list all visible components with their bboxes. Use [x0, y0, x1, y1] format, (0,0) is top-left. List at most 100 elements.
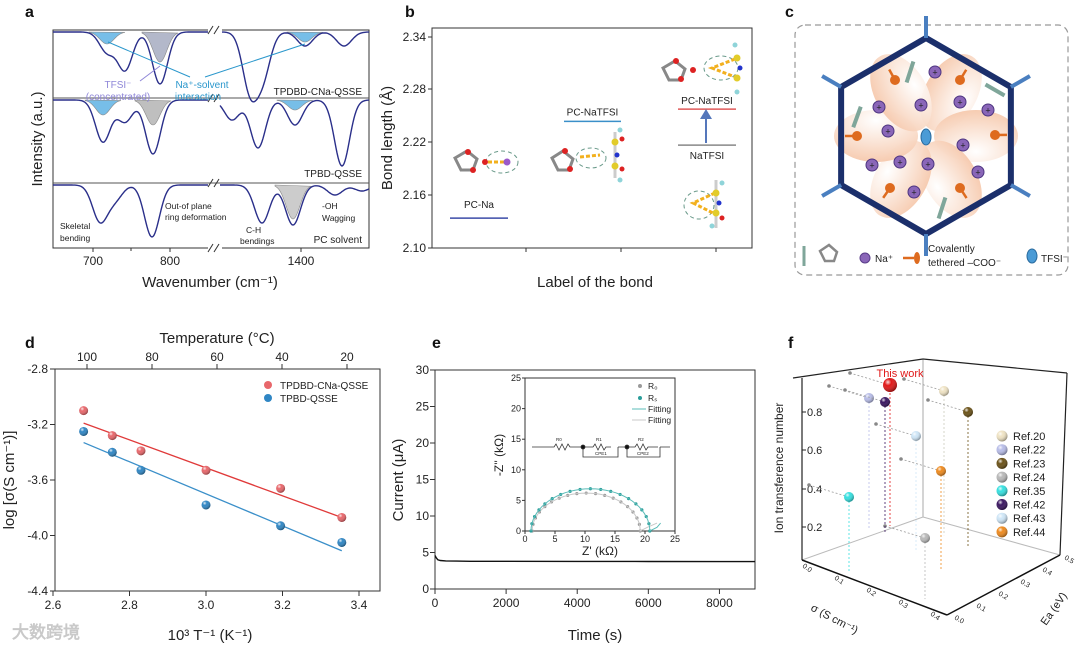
projection-line: [844, 389, 886, 403]
na-ion-icon: [921, 157, 935, 171]
top-tick-label: 80: [145, 350, 159, 364]
data-ball-shade: [936, 466, 946, 476]
legend-tfsi: TFSI⁻: [1041, 254, 1068, 265]
plus-sign: +: [957, 98, 962, 108]
y-tick-label: 0.2: [997, 591, 1009, 602]
framework-linker: [1009, 74, 1031, 89]
x-axis-label: σ (S cm⁻¹): [809, 602, 860, 637]
legend-label: Ref.44: [1013, 527, 1045, 539]
projection-line: [808, 484, 850, 498]
legend-marker-shade: [996, 457, 1008, 469]
plus-sign: +: [869, 161, 874, 171]
y-tick-label: 20: [416, 436, 430, 450]
circuit-cpe1: CPE1: [595, 451, 607, 456]
data-point-shade: [201, 465, 211, 475]
legend-marker-shade: [996, 471, 1008, 483]
fitted-peak: [134, 99, 172, 126]
y-tick-label: -2.8: [27, 362, 48, 376]
annotation-oh: -OH: [322, 201, 338, 211]
back-floor-edge: [801, 516, 924, 561]
bond-level-label: PC-Na: [464, 200, 494, 211]
fitting-line: [530, 488, 661, 532]
x-tick-label: 0.2: [865, 587, 877, 598]
molecule-pc-natfsi-icon: [550, 127, 625, 183]
bond-levels: PC-Na PC-NaTFSI PC-NaTFSI NaTFSI: [450, 96, 736, 219]
projection-point: [843, 388, 847, 392]
data-point-shade: [276, 483, 286, 493]
spectrum-line: [53, 184, 208, 238]
circuit-r1: R1: [596, 437, 602, 442]
coo-head: [852, 131, 862, 141]
bond-level-label: NaTFSI: [690, 151, 724, 162]
y-tick: 2.28: [403, 82, 427, 96]
y-tick-label: 0.3: [1019, 579, 1031, 590]
top-tick-label: 60: [210, 350, 224, 364]
plus-sign: +: [925, 160, 930, 170]
molecule-pc-na-icon: [453, 149, 519, 174]
y-tick-label: 25: [416, 400, 430, 414]
spectrum-line: [219, 99, 370, 167]
panel-label-d: d: [25, 335, 35, 352]
projection-point: [874, 422, 878, 426]
data-ball-shade: [864, 393, 874, 403]
data-ball-shade: [880, 397, 890, 407]
spectrum-line: [53, 99, 208, 155]
x-axis-label: Wavenumber (cm⁻¹): [142, 274, 278, 291]
plus-sign: +: [911, 188, 916, 198]
projection-line: [927, 399, 969, 413]
plus-sign: +: [985, 106, 990, 116]
na-ion-icon: [865, 158, 879, 172]
inset-frame: [524, 377, 676, 532]
y-tick-label: 0.0: [953, 615, 965, 626]
annotation-oop-sub: ring deformation: [165, 212, 227, 222]
top-tick-label: 20: [340, 350, 354, 364]
data-point-shade: [136, 465, 146, 475]
legend-label: Ref.24: [1013, 472, 1045, 484]
data-point-shade: [107, 431, 117, 441]
legend-coo-1: Covalently: [928, 244, 975, 255]
legend-r0: R₀: [648, 381, 658, 391]
data-point-shade: [79, 426, 89, 436]
pc-solvent-icon: [984, 82, 1006, 98]
y-tick-label: 5: [422, 546, 429, 560]
annotation-na-solvent-sub: interaction: [175, 92, 221, 103]
panel-f: f 0.20.40.60.80.00.10.20.30.4 0.00.10.20.…: [772, 335, 1075, 637]
circuit-r2: R2: [638, 437, 644, 442]
spectra: [53, 31, 370, 238]
legend-marker: [264, 394, 272, 402]
na-ion-icon: [971, 165, 985, 179]
y-tick-label: 15: [416, 473, 430, 487]
sample-label: TPBD-QSSE: [304, 169, 362, 180]
axis-break: [207, 25, 222, 253]
legend-marker: [264, 381, 272, 389]
annotation-ch-sub: bendings: [240, 236, 275, 246]
panel-b: b 2.34 2.28 2.22 2.16 2.10 Bond length (…: [379, 4, 753, 291]
na-ion-icon: [907, 185, 921, 199]
plus-sign: +: [876, 103, 881, 113]
spectrum-line: [53, 31, 208, 85]
projection-point: [807, 483, 811, 487]
annotation-skeletal: Skeletal: [60, 221, 90, 231]
circuit-r0: R0: [556, 437, 562, 442]
data-ball-shade: [939, 386, 949, 396]
legend-label: TPBD-QSSE: [280, 394, 338, 405]
na-ion-icon: [859, 252, 871, 264]
back-floor-edge: [922, 516, 1061, 556]
pc-molecule-icon: [818, 243, 839, 263]
projection-line: [903, 378, 945, 392]
y-tick-label: 0.4: [1041, 567, 1053, 578]
annotation-tfsi: TFSI⁻: [105, 80, 132, 91]
na-ion-icon: [928, 65, 942, 79]
y-tick: 2.34: [403, 30, 427, 44]
f-marks: 0.2 0.4 0.6 0.8 0.0 0.1 0.2 0.3 0.4 0.0 0.1 0.2 0.3 0…: [792, 358, 1075, 626]
y-tick-label: 0.1: [975, 603, 987, 614]
solvation-petal: [870, 54, 932, 132]
x-tick-label: 0.4: [929, 611, 941, 622]
y-tick-label: 10: [416, 509, 430, 523]
top-edge: [922, 358, 1068, 374]
data-point-shade: [107, 447, 117, 457]
projection-line: [884, 525, 926, 539]
y-tick-label: -3.6: [27, 473, 48, 487]
projection-point: [848, 371, 852, 375]
